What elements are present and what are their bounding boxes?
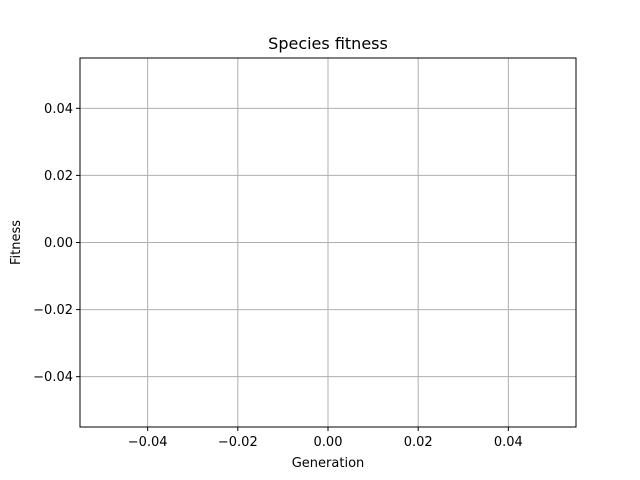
x-tick-label: 0.02: [404, 435, 433, 450]
x-axis: −0.04 −0.02 0.00 0.02 0.04: [128, 427, 523, 450]
x-tick-label: 0.00: [314, 435, 343, 450]
y-axis: −0.04 −0.02 0.00 0.02 0.04: [33, 102, 80, 385]
x-tick-label: 0.04: [494, 435, 523, 450]
y-tick-label: −0.04: [33, 370, 73, 385]
x-tick-label: −0.04: [128, 435, 168, 450]
y-tick-label: 0.02: [44, 169, 73, 184]
x-tick-label: −0.02: [218, 435, 258, 450]
x-axis-label: Generation: [292, 456, 365, 471]
y-tick-label: 0.00: [44, 236, 73, 251]
y-tick-label: 0.04: [44, 102, 73, 117]
grid-layer: [80, 58, 576, 427]
chart-title: Species fitness: [268, 34, 388, 53]
y-tick-label: −0.02: [33, 303, 73, 318]
y-axis-label: Fitness: [9, 220, 24, 265]
